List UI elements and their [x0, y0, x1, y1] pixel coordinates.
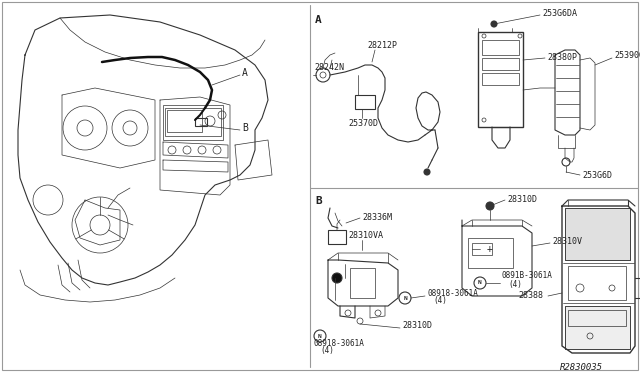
Bar	[195, 118, 207, 126]
Text: 28212P: 28212P	[367, 41, 397, 49]
Text: (4): (4)	[320, 346, 334, 356]
Bar	[478, 32, 523, 127]
Bar	[165, 108, 221, 136]
Text: 28388: 28388	[518, 291, 543, 299]
Text: N: N	[478, 280, 482, 285]
Text: 28242N: 28242N	[314, 64, 344, 73]
Text: 25390G: 25390G	[614, 51, 640, 61]
Text: 28310D: 28310D	[507, 196, 537, 205]
Text: 28310VA: 28310VA	[348, 231, 383, 241]
Text: A: A	[315, 15, 322, 25]
Text: 25370D: 25370D	[348, 119, 378, 128]
Text: A: A	[242, 68, 248, 78]
Bar	[565, 306, 630, 349]
Bar	[355, 95, 375, 109]
Circle shape	[491, 21, 497, 27]
Text: 253G6DA: 253G6DA	[542, 10, 577, 19]
Text: 08918-3061A: 08918-3061A	[314, 340, 365, 349]
Bar	[568, 310, 626, 326]
Bar	[482, 58, 519, 70]
Bar	[565, 208, 630, 260]
Circle shape	[424, 169, 430, 175]
Text: 28310D: 28310D	[402, 321, 432, 330]
Text: 28310V: 28310V	[552, 237, 582, 247]
Circle shape	[486, 202, 494, 210]
Text: (4): (4)	[433, 296, 447, 305]
Circle shape	[332, 273, 342, 283]
Bar	[482, 40, 519, 55]
Bar	[565, 306, 630, 349]
Bar	[468, 238, 513, 268]
Bar	[482, 73, 519, 85]
Text: B: B	[315, 196, 322, 206]
Text: 253G6D: 253G6D	[582, 170, 612, 180]
Bar	[328, 230, 346, 244]
Bar	[167, 110, 202, 132]
Bar	[163, 105, 223, 140]
Text: B: B	[242, 123, 248, 133]
Text: N: N	[403, 295, 407, 301]
Bar	[472, 243, 492, 255]
Text: 28336M: 28336M	[362, 212, 392, 221]
Bar	[568, 266, 626, 300]
Text: 08918-3061A: 08918-3061A	[427, 289, 478, 298]
Text: (4): (4)	[508, 280, 522, 289]
Text: R2830035: R2830035	[560, 363, 603, 372]
Bar	[565, 208, 630, 260]
Text: +: +	[487, 244, 493, 254]
Text: 28380P: 28380P	[547, 52, 577, 61]
Bar	[350, 268, 375, 298]
Text: 0891B-3061A: 0891B-3061A	[502, 272, 553, 280]
Text: N: N	[318, 334, 322, 339]
